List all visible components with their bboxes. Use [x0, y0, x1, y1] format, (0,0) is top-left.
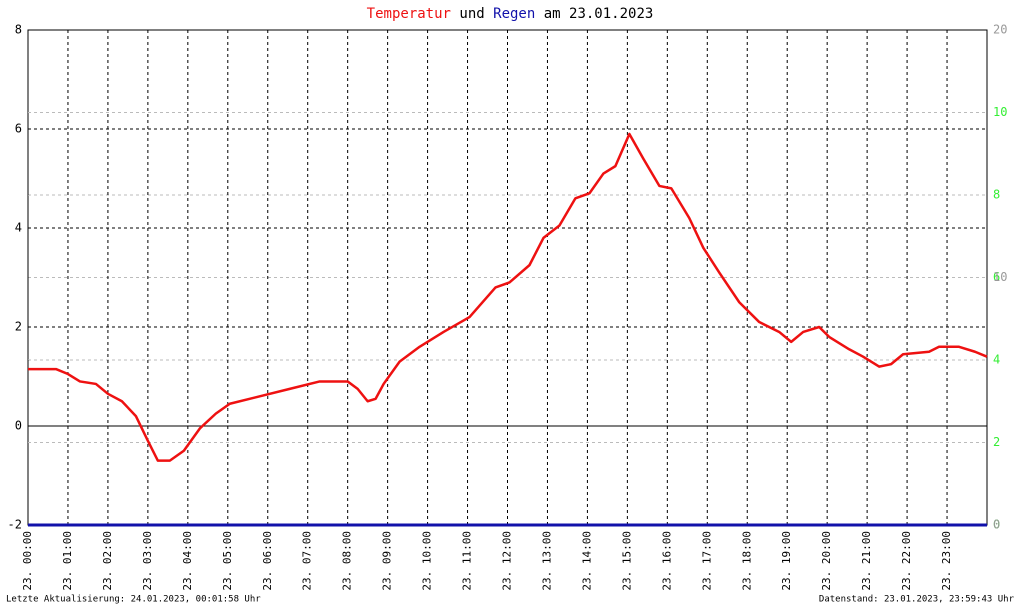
x-tick-label: 23. 03:00 [141, 531, 154, 591]
title-rain: Regen [493, 6, 535, 22]
footer-right: Datenstand: 23.01.2023, 23:59:43 Uhr [819, 595, 1015, 605]
x-tick-label: 23. 00:00 [21, 531, 34, 591]
x-tick-label: 23. 10:00 [421, 531, 434, 591]
x-tick-label: 23. 18:00 [740, 531, 753, 591]
footer-left: Letzte Aktualisierung: 24.01.2023, 00:01… [6, 595, 261, 605]
x-tick-label: 23. 21:00 [860, 531, 873, 591]
x-tick-label: 23. 07:00 [301, 531, 314, 591]
x-tick-label: 23. 02:00 [101, 531, 114, 591]
x-tick-label: 23. 23:00 [940, 531, 953, 591]
x-tick-label: 23. 06:00 [261, 531, 274, 591]
chart-title: Temperatur und Regen am 23.01.2023 [367, 6, 654, 22]
x-tick-label: 23. 15:00 [620, 531, 633, 591]
x-tick-label: 23. 05:00 [221, 531, 234, 591]
x-tick-label: 23. 22:00 [900, 531, 913, 591]
y-tick-label: 2 [15, 320, 22, 334]
y-tick-label: 0 [15, 419, 22, 433]
series-line [28, 132, 988, 462]
y2-tick-label: 0 [993, 518, 1000, 532]
title-date: am 23.01.2023 [544, 6, 654, 22]
y-tick-label: 8 [15, 23, 22, 37]
y2-tick-label: 2 [993, 435, 1000, 449]
x-tick-label: 23. 12:00 [501, 531, 514, 591]
x-tick-label: 23. 17:00 [700, 531, 713, 591]
x-tick-label: 23. 04:00 [181, 531, 194, 591]
title-connector: und [459, 6, 484, 22]
y2-tick-label: 4 [993, 353, 1000, 367]
title-temp: Temperatur [367, 6, 451, 22]
y-tick-label: -2 [8, 518, 22, 532]
x-tick-label: 23. 14:00 [580, 531, 593, 591]
x-tick-label: 23. 19:00 [780, 531, 793, 591]
y2-tick-label: 10 [993, 105, 1007, 119]
y-tick-label: 4 [15, 221, 22, 235]
x-tick-label: 23. 20:00 [820, 531, 833, 591]
x-tick-label: 23. 11:00 [461, 531, 474, 591]
y3-tick-label: 10 [993, 270, 1007, 284]
x-tick-label: 23. 13:00 [540, 531, 553, 591]
y3-tick-label: 0 [993, 518, 1000, 532]
y-tick-label: 6 [15, 122, 22, 136]
y2-tick-label: 6 [993, 270, 1000, 284]
x-tick-label: 23. 16:00 [660, 531, 673, 591]
x-tick-label: 23. 09:00 [381, 531, 394, 591]
x-tick-label: 23. 01:00 [61, 531, 74, 591]
y3-tick-label: 20 [993, 23, 1007, 37]
y2-tick-label: 8 [993, 188, 1000, 202]
x-tick-label: 23. 08:00 [341, 531, 354, 591]
